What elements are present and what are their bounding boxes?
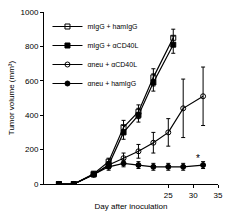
svg-text:mIgG + hamIgG: mIgG + hamIgG: [87, 23, 137, 31]
svg-text:35: 35: [214, 191, 223, 200]
svg-text:mIgG + αCD40L: mIgG + αCD40L: [87, 42, 138, 50]
svg-text:25: 25: [164, 191, 173, 200]
svg-text:600: 600: [25, 77, 39, 86]
svg-text:Tumor volume (mm³): Tumor volume (mm³): [7, 60, 16, 135]
svg-text:Day after inoculation: Day after inoculation: [95, 202, 168, 211]
svg-text:1000: 1000: [21, 8, 39, 17]
svg-text:200: 200: [25, 145, 39, 154]
svg-text:30: 30: [189, 191, 198, 200]
svg-text:αneu + hamIgG: αneu + hamIgG: [87, 80, 136, 88]
svg-text:αneu + αCD40L: αneu + αCD40L: [87, 61, 137, 68]
svg-text:*: *: [196, 153, 200, 164]
svg-text:0: 0: [34, 180, 39, 189]
svg-text:800: 800: [25, 42, 39, 51]
svg-text:400: 400: [25, 111, 39, 120]
